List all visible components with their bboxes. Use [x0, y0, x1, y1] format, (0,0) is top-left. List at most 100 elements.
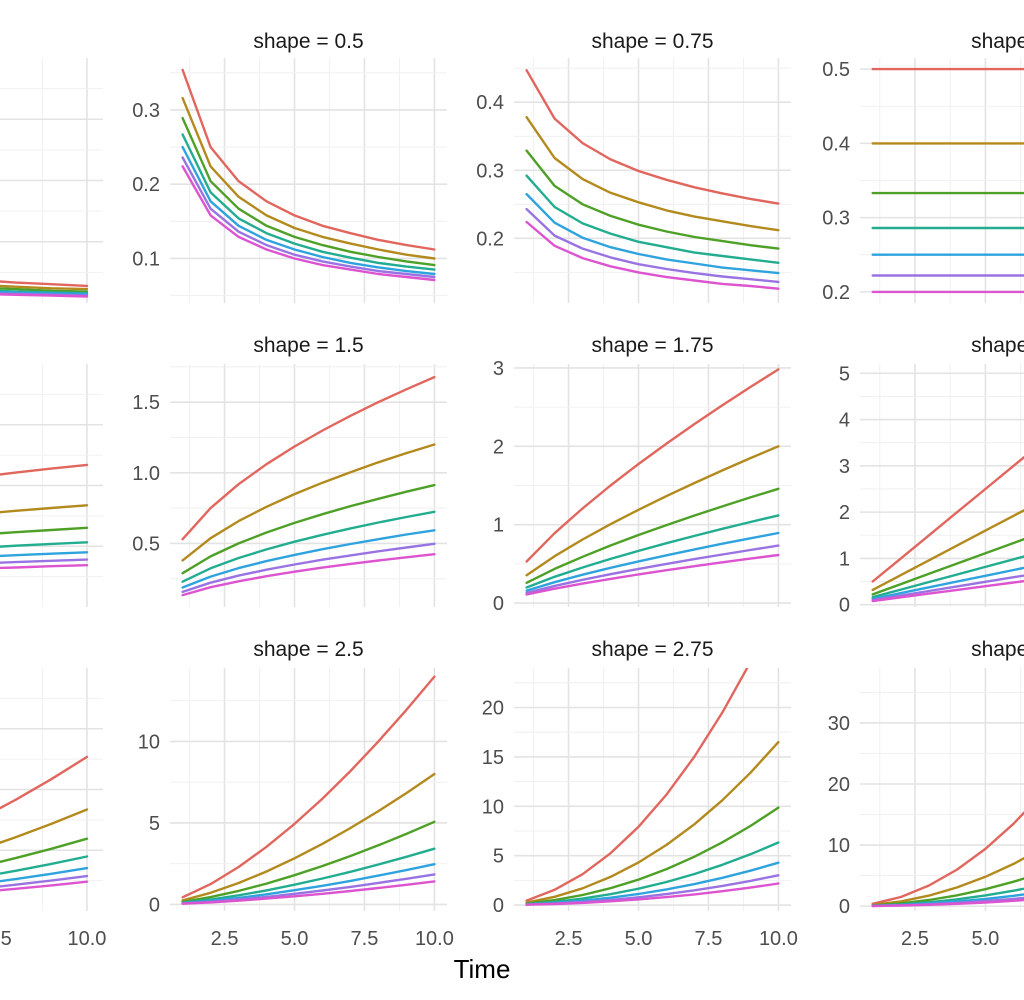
- facet-strip-label: shape = 0.75: [591, 30, 713, 53]
- series-line-4: [181, 510, 436, 583]
- x-tick-label: 5.0: [972, 928, 1000, 950]
- panel-shape-2-25: shape = 2.252.55.07.510.0: [0, 668, 106, 950]
- panel-shape-2-75: shape = 2.75 0 5 10 15 20 2.5 5.0 7.5 10.0: [482, 638, 798, 950]
- panel-grid: [170, 668, 447, 911]
- y-tick-label: 5: [839, 363, 850, 385]
- series-line-5: [181, 863, 436, 905]
- series-line-3: [525, 806, 780, 905]
- y-tick-label: 1.0: [132, 463, 160, 485]
- panel-series: [871, 67, 1024, 294]
- panel-series: [0, 463, 89, 570]
- y-tick-label: 30: [828, 713, 850, 735]
- panel-shape-1: shape = 1 0.2 0.3 0.4 0.5: [822, 30, 1024, 304]
- y-tick-label: 20: [828, 774, 850, 796]
- panel-shape-1-25: shape = 1.25: [0, 364, 103, 607]
- y-tick-label: 0.5: [822, 59, 850, 81]
- x-tick-label: 7.5: [0, 928, 12, 950]
- series-line-4: [871, 555, 1024, 599]
- series-line-7: [0, 564, 89, 570]
- series-line-4: [181, 847, 436, 904]
- y-tick-label: 5: [493, 846, 504, 868]
- facet-strip-label: shape = 2: [971, 334, 1024, 357]
- panel-series: [181, 375, 436, 597]
- y-tick-label: 0.2: [132, 174, 160, 196]
- y-tick-label: 0.4: [476, 92, 504, 114]
- series-line-4: [181, 133, 436, 271]
- series-line-3: [525, 487, 780, 584]
- series-line-3: [181, 820, 436, 904]
- y-tick-label: 0: [149, 894, 160, 916]
- x-axis-label: Time: [454, 954, 511, 984]
- series-line-7: [181, 165, 436, 282]
- series-line-6: [871, 574, 1024, 602]
- series-line-7: [525, 220, 780, 290]
- panel-grid: [860, 668, 1024, 911]
- series-line-2: [181, 772, 436, 902]
- series-line-7: [0, 293, 89, 298]
- y-tick-label: 3: [839, 456, 850, 478]
- series-line-1: [181, 675, 436, 899]
- series-line-4: [0, 855, 89, 875]
- x-tick-label: 2.5: [211, 928, 239, 950]
- facet-strip-label: shape = 2.5: [253, 638, 363, 661]
- series-line-5: [181, 529, 436, 589]
- y-tick-label: 0: [839, 595, 850, 617]
- panel-grid: [514, 364, 791, 607]
- panel-grid: [860, 58, 1024, 303]
- series-line-7: [871, 898, 1024, 908]
- x-tick-label: 2.5: [555, 928, 583, 950]
- y-tick-label: 0.2: [822, 282, 850, 304]
- series-line-5: [871, 566, 1024, 601]
- facet-strip-label: shape = 1: [971, 30, 1024, 53]
- series-line-6: [181, 542, 436, 594]
- panel-shape-1-75: shape = 1.75 0 1 2 3: [493, 334, 791, 615]
- series-line-2: [871, 508, 1024, 592]
- facet-strip-label: shape = 0.5: [253, 30, 363, 53]
- panel-shape-2-5: shape = 2.5 0 5 10 2.5 5.0 7.5 10.0: [138, 638, 454, 950]
- series-line-5: [525, 192, 780, 275]
- facet-strip-label: shape = 1.75: [591, 334, 713, 357]
- series-line-6: [181, 156, 436, 279]
- series-line-2: [0, 808, 89, 844]
- series-line-2: [0, 504, 89, 514]
- series-line-2: [525, 115, 780, 232]
- y-tick-label: 0: [839, 896, 850, 918]
- y-tick-label: 10: [482, 796, 504, 818]
- series-line-4: [525, 841, 780, 906]
- panel-shape-0-75: shape = 0.75 0.2 0.3 0.4: [476, 30, 791, 303]
- panel-shape-2: shape = 2 0 1 2 3 4 5: [839, 334, 1024, 617]
- series-line-1: [525, 69, 780, 205]
- y-tick-label: 0: [493, 593, 504, 615]
- series-line-7: [181, 880, 436, 905]
- panel-grid: [170, 58, 447, 303]
- series-line-1: [0, 755, 89, 810]
- x-tick-label: 10.0: [67, 928, 106, 950]
- series-line-3: [0, 526, 89, 535]
- series-line-5: [0, 866, 89, 883]
- panel-shape-3: shape = 301020302.55.07.510.0: [828, 638, 1024, 950]
- series-line-5: [0, 290, 89, 296]
- y-tick-label: 0: [493, 895, 504, 917]
- series-line-2: [181, 96, 436, 260]
- series-line-4: [525, 514, 780, 589]
- x-tick-label: 10.0: [759, 928, 798, 950]
- series-line-2: [525, 740, 780, 904]
- series-line-3: [525, 149, 780, 250]
- series-line-1: [871, 810, 1024, 905]
- y-tick-label: 0.2: [476, 228, 504, 250]
- y-tick-label: 2: [839, 502, 850, 524]
- x-tick-label: 7.5: [695, 928, 723, 950]
- panel-shape-0-5: shape = 0.5 0.1 0.2 0.3: [132, 30, 447, 303]
- y-tick-label: 5: [149, 813, 160, 835]
- x-tick-label: 5.0: [281, 928, 309, 950]
- facet-strip-label: shape = 1.5: [253, 334, 363, 357]
- panel-series: [525, 368, 780, 596]
- y-tick-label: 10: [138, 731, 160, 753]
- x-tick-label: 2.5: [901, 928, 929, 950]
- series-line-1: [181, 375, 436, 541]
- series-line-1: [871, 455, 1024, 583]
- facet-strip-label: shape = 3: [971, 638, 1024, 661]
- y-tick-label: 3: [493, 358, 504, 380]
- y-tick-label: 10: [828, 835, 850, 857]
